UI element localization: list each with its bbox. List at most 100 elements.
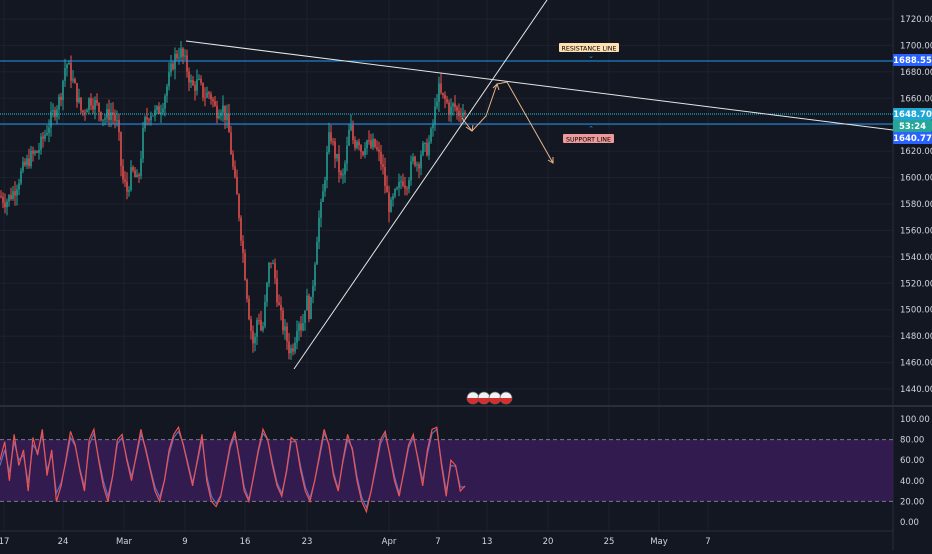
candle-body xyxy=(334,141,336,159)
candle-body xyxy=(310,296,312,320)
price-tick-label: 1480.00 xyxy=(900,332,932,342)
event-flag-icon[interactable] xyxy=(488,391,502,405)
event-flag-lower xyxy=(467,398,479,404)
drawings[interactable] xyxy=(0,0,894,370)
candle-body xyxy=(12,191,14,199)
candle-body xyxy=(138,174,140,177)
candle-body xyxy=(122,165,124,180)
candle-body xyxy=(78,97,80,103)
candle-body xyxy=(132,167,134,171)
candle-body xyxy=(314,264,316,286)
candle-body xyxy=(120,132,122,166)
candle-body xyxy=(424,142,426,144)
time-tick-label: 7 xyxy=(435,537,440,547)
candle-body xyxy=(216,105,218,119)
price-tag-upper-support-text: 1648.70 xyxy=(893,110,932,120)
event-flag-icon[interactable] xyxy=(466,391,480,405)
candle-body xyxy=(290,348,292,354)
candle-body xyxy=(86,109,88,113)
candle-body xyxy=(128,189,130,192)
candle-body xyxy=(170,63,172,73)
price-tick-label: 1500.00 xyxy=(900,306,932,316)
oscillator-fast-line xyxy=(0,425,466,514)
candle-body xyxy=(392,196,394,200)
candle-body xyxy=(364,148,366,155)
candle-body xyxy=(412,156,414,162)
candle-body xyxy=(200,78,202,83)
candle-body xyxy=(402,181,404,186)
candle-body xyxy=(102,119,104,121)
time-tick-label: 9 xyxy=(182,537,187,547)
oscillator-tick-label: 100.00 xyxy=(900,415,930,425)
pane-separator[interactable] xyxy=(0,405,932,407)
candle-body xyxy=(236,177,238,195)
candle-body xyxy=(386,185,388,193)
candle-body xyxy=(18,183,20,190)
descending-trend-line[interactable] xyxy=(185,40,894,131)
candle-body xyxy=(322,191,324,202)
candle-body xyxy=(40,136,42,151)
candle-body xyxy=(340,172,342,176)
time-tick-label: 20 xyxy=(543,537,554,547)
candle-body xyxy=(284,326,286,331)
candle-body xyxy=(354,140,356,148)
price-tick-label: 1700.00 xyxy=(900,41,932,51)
resistance-label[interactable]: RESISTANCE LINE xyxy=(559,43,619,52)
candle-body xyxy=(24,161,26,166)
candle-body xyxy=(434,106,436,124)
projection-path[interactable] xyxy=(461,81,554,164)
oscillator-tick-label: 20.00 xyxy=(900,497,924,507)
candle-body xyxy=(270,262,272,264)
time-axis[interactable]: 17 24 Mar 9 16 23 Apr 7 13 20 25 May 7 xyxy=(0,537,711,547)
candle-body xyxy=(408,180,410,189)
support-chevron-icon: ⌃ xyxy=(588,125,594,133)
candle-body xyxy=(456,107,458,111)
candle-body xyxy=(64,68,66,81)
candle-body xyxy=(156,106,158,110)
oscillator-axis[interactable]: 100.00 80.00 60.00 40.00 20.00 0.00 xyxy=(900,415,930,528)
resistance-chevron-icon: ⌄ xyxy=(588,52,594,60)
time-tick-label: 24 xyxy=(58,537,69,547)
candle-body xyxy=(218,116,220,119)
candle-body xyxy=(22,161,24,171)
candle-body xyxy=(36,151,38,153)
candle-body xyxy=(96,100,98,104)
candle-body xyxy=(244,253,246,280)
candle-body xyxy=(84,112,86,114)
candle-body xyxy=(286,326,288,342)
candle-body xyxy=(228,113,230,133)
candle-body xyxy=(72,79,74,81)
candle-body xyxy=(14,191,16,196)
price-tick-label: 1720.00 xyxy=(900,15,932,25)
candle-body xyxy=(438,83,440,102)
candle-body xyxy=(226,113,228,121)
price-axis[interactable]: 1720.001700.001680.001660.001640.001620.… xyxy=(900,15,932,395)
price-tag-upper-support: 1648.70 xyxy=(893,108,932,120)
event-flag-icon[interactable] xyxy=(477,391,491,405)
candle-body xyxy=(256,320,258,337)
candle-body xyxy=(168,72,170,87)
candle-body xyxy=(206,92,208,98)
candle-body xyxy=(148,119,150,121)
candle-body xyxy=(374,139,376,148)
candle-body xyxy=(60,96,62,100)
candle-body xyxy=(344,163,346,175)
candle-body xyxy=(98,103,100,113)
candle-body xyxy=(48,127,50,134)
candle-body xyxy=(394,189,396,197)
candle-body xyxy=(276,278,278,303)
event-markers[interactable] xyxy=(466,391,513,405)
candle-body xyxy=(378,149,380,152)
event-flag-icon[interactable] xyxy=(499,391,513,405)
ascending-trend-line[interactable] xyxy=(293,0,548,370)
candle-body xyxy=(338,153,340,173)
support-label[interactable]: SUPPORT LINE xyxy=(563,134,614,143)
candle-body xyxy=(346,145,348,164)
candle-body xyxy=(208,92,210,95)
candle-body xyxy=(230,132,232,155)
candle-body xyxy=(0,196,2,198)
time-tick-label: 16 xyxy=(240,537,251,547)
candle-body xyxy=(10,194,12,199)
candle-body xyxy=(110,112,112,120)
